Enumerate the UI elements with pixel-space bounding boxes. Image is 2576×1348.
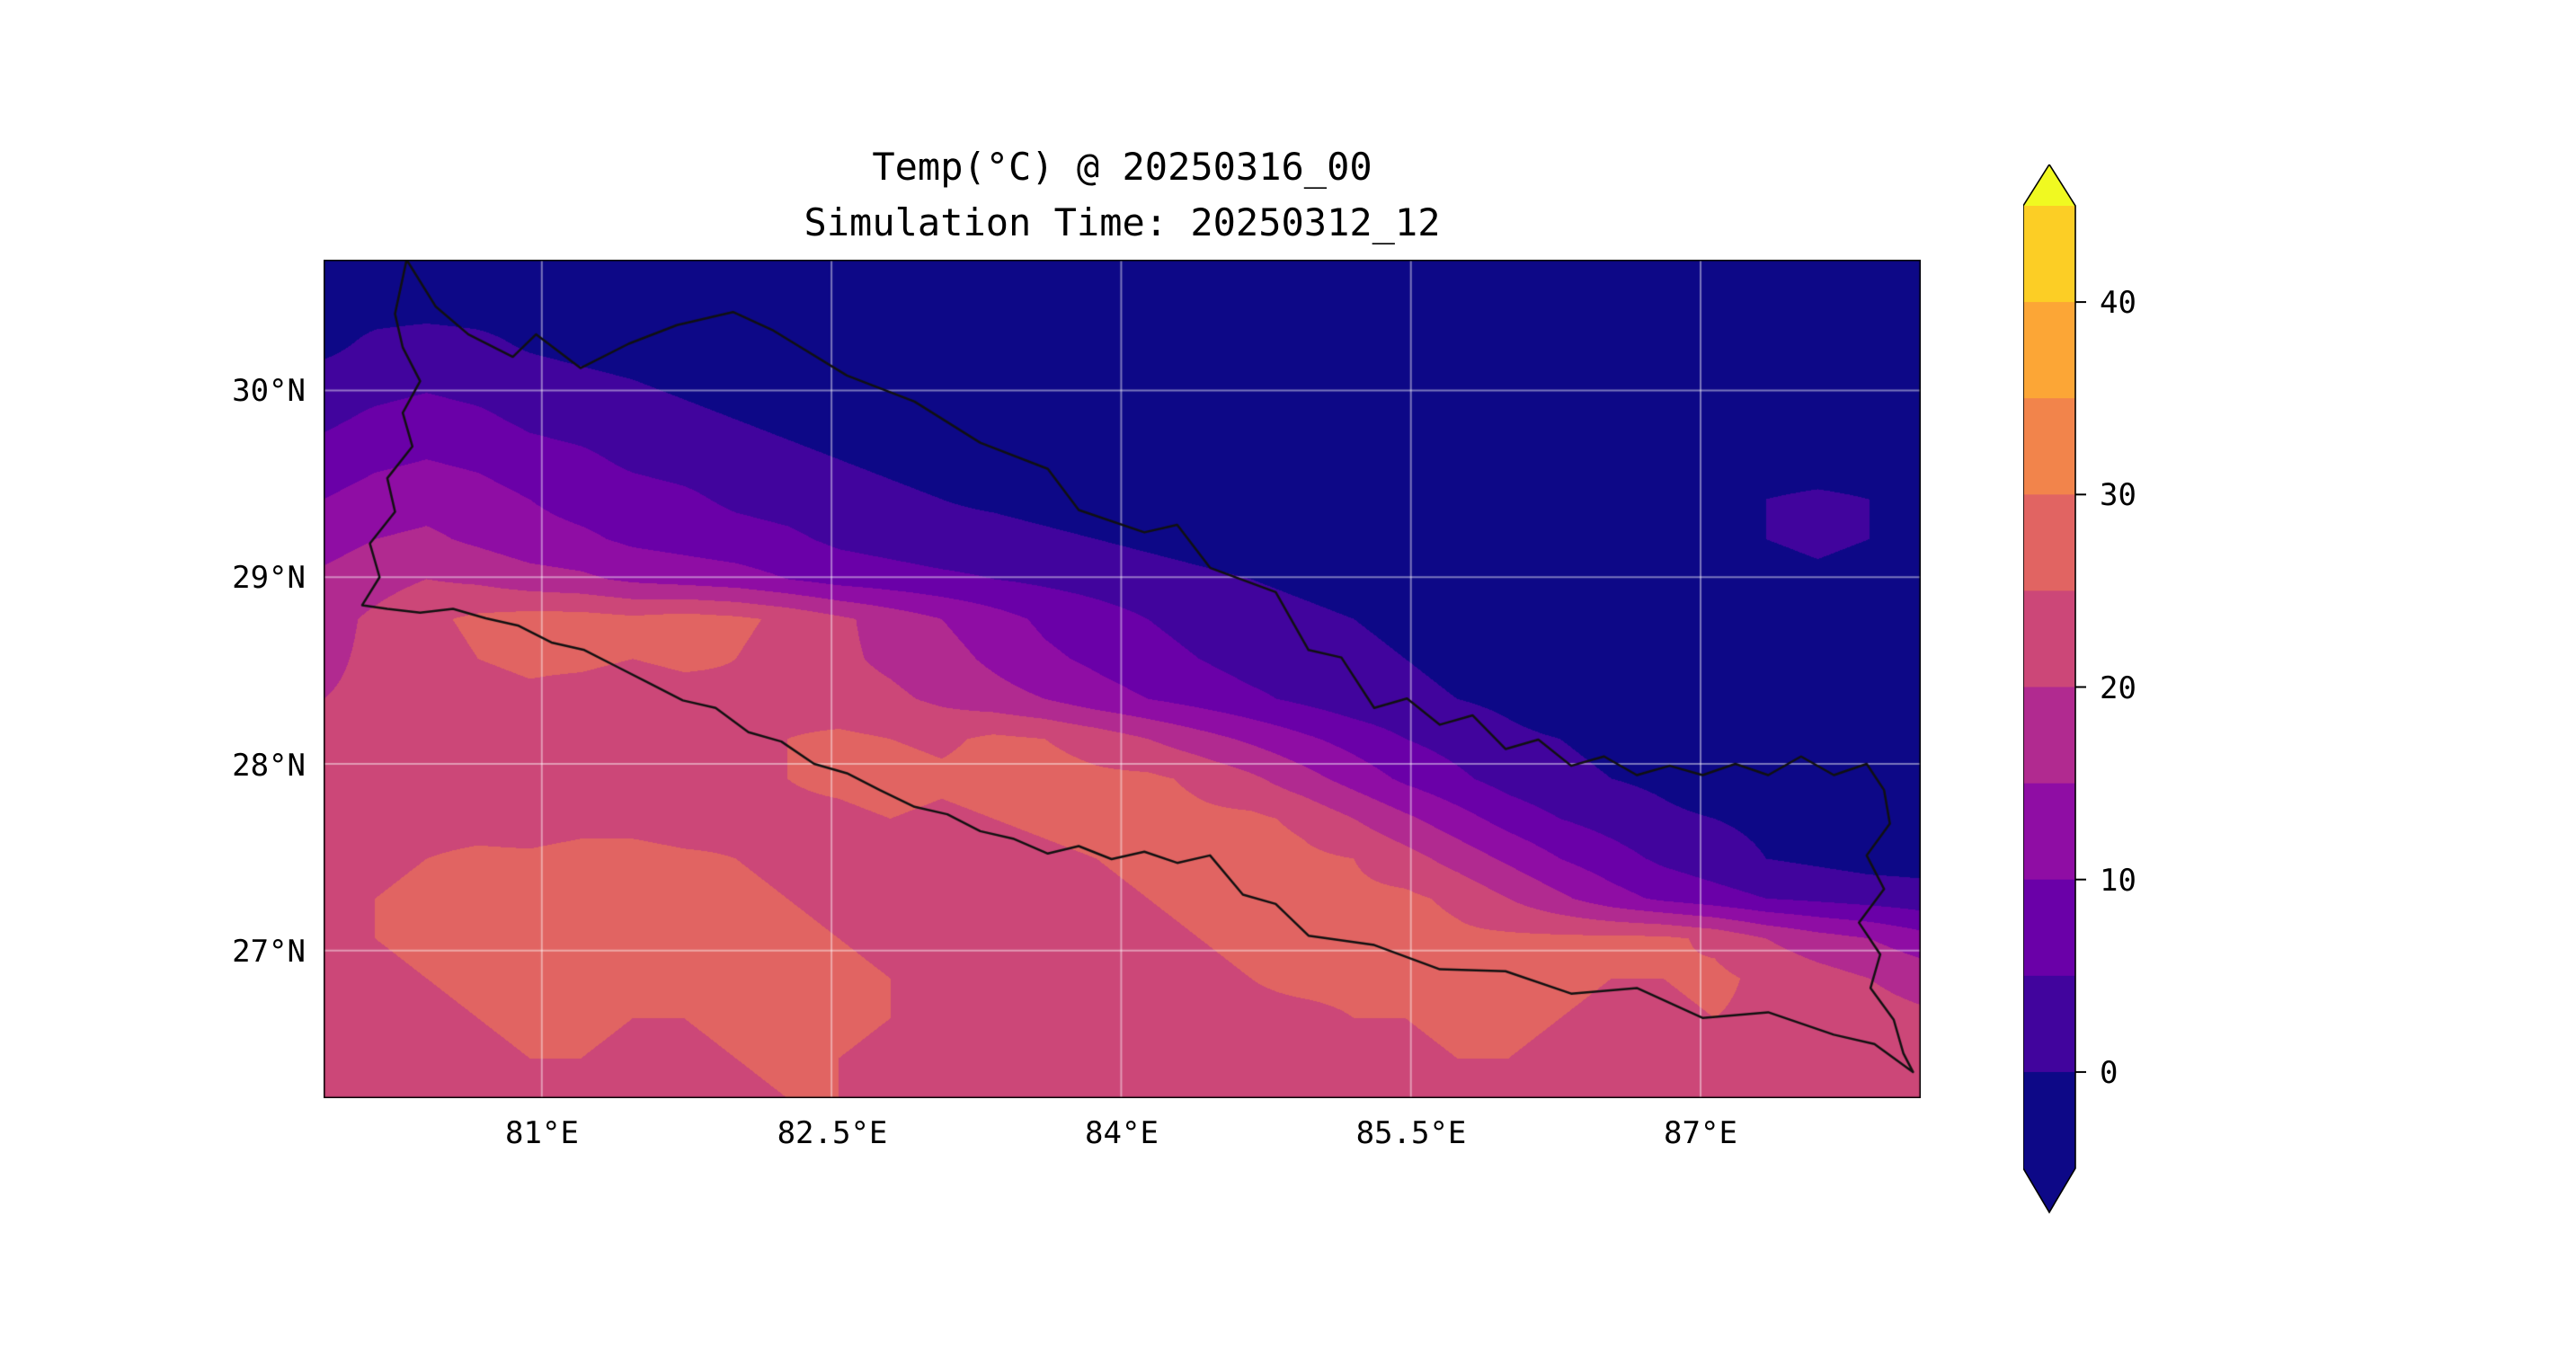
plot-subtitle: Simulation Time: 20250312_12 [804,200,1441,244]
x-tick-label-85-5e: 85.5°E [1355,1115,1467,1151]
colorbar-outline [2023,164,2076,1214]
colorbar-under-arrow [2023,1168,2075,1212]
x-tick-label-84e: 84°E [1085,1115,1159,1151]
x-tick-label-82-5e: 82.5°E [777,1115,888,1151]
colorbar-band [2023,302,2075,399]
y-tick-label-28n: 28°N [232,748,306,784]
colorbar-band [2023,494,2075,591]
colorbar-over-arrow [2023,164,2075,206]
colorbar-tick-label-0: 0 [2100,1055,2119,1091]
colorbar-tick-label-10: 10 [2100,863,2136,899]
colorbar-tick-label-40: 40 [2100,285,2136,321]
colorbar-band [2023,398,2075,495]
colorbar-band [2023,879,2075,977]
x-tick-label-81e: 81°E [505,1115,579,1151]
y-tick-label-27n: 27°N [232,934,306,970]
colorbar-band [2023,590,2075,688]
colorbar-tick-label-30: 30 [2100,477,2136,513]
colorbar-band [2023,687,2075,785]
colorbar-band [2023,1071,2075,1169]
temperature-map-canvas [324,260,1921,1098]
y-tick-label-30n: 30°N [232,373,306,409]
x-tick-label-87e: 87°E [1664,1115,1737,1151]
colorbar-band [2023,783,2075,881]
plot-title: Temp(°C) @ 20250316_00 [872,145,1372,189]
colorbar [2023,164,2086,1214]
colorbar-tick-label-20: 20 [2100,670,2136,706]
y-tick-label-29n: 29°N [232,560,306,596]
colorbar-band [2023,975,2075,1073]
colorbar-band [2023,206,2075,303]
